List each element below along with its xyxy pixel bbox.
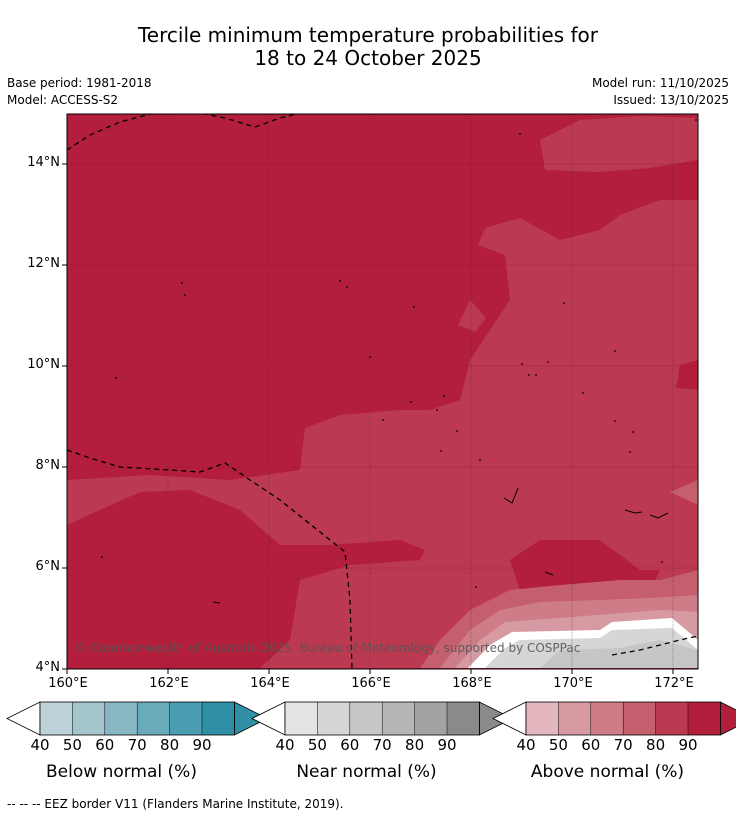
- lon-tick: 164°E: [250, 676, 290, 691]
- colorbar-swatch-below: [137, 702, 170, 735]
- colorbar-label-below: Below normal (%): [46, 762, 197, 782]
- colorbar-swatch-above: [688, 702, 721, 735]
- region-above-80-north: [540, 116, 698, 172]
- lon-tick: 170°E: [553, 676, 593, 691]
- lat-tick: 12°N: [27, 256, 60, 271]
- colorbar-label-above: Above normal (%): [530, 762, 685, 782]
- colorbar-tick-near: 60: [340, 736, 360, 754]
- copyright-notice: © Commonwealth of Australia 2025, Bureau…: [75, 641, 581, 655]
- colorbar-swatch-below: [72, 702, 105, 735]
- lat-tick: 10°N: [27, 357, 60, 372]
- colorbar-tick-below: 90: [192, 736, 212, 754]
- probability-map: [62, 113, 699, 674]
- region-above-80-blob: [458, 300, 486, 332]
- model-run: Model run: 11/10/2025: [591, 76, 729, 90]
- colorbar-swatch-below: [104, 702, 138, 735]
- issued-date: Issued: 13/10/2025: [613, 93, 729, 107]
- colorbar-swatch-above: [558, 702, 591, 735]
- colorbar-tick-near: 70: [372, 736, 392, 754]
- colorbar-tick-below: 50: [62, 736, 82, 754]
- colorbar-extend-high-above: [720, 701, 736, 736]
- colorbar-tick-above: 60: [581, 736, 601, 754]
- colorbar-extend-low-below: [6, 701, 41, 736]
- lat-tick: 4°N: [35, 660, 61, 675]
- colorbar-swatch-below: [202, 702, 235, 735]
- lat-tick: 6°N: [35, 559, 61, 574]
- colorbar-swatch-above: [655, 702, 688, 735]
- colorbar-swatch-below: [40, 702, 73, 735]
- eez-border-north: [67, 114, 299, 151]
- colorbar-tick-near: 40: [275, 736, 295, 754]
- lon-tick: 172°E: [654, 676, 694, 691]
- eez-border-west: [67, 449, 353, 669]
- colorbar-tick-below: 40: [30, 736, 50, 754]
- colorbar-tick-below: 70: [127, 736, 147, 754]
- colorbar-tick-near: 50: [307, 736, 327, 754]
- colorbar-tick-above: 70: [613, 736, 633, 754]
- colorbar-label-near: Near normal (%): [296, 762, 437, 782]
- colorbar-swatch-near: [382, 702, 415, 735]
- region-above-90-southwest: [67, 490, 425, 668]
- colorbar-swatch-near: [349, 702, 383, 735]
- colorbar-swatch-above: [526, 702, 559, 735]
- model-name: Model: ACCESS-S2: [7, 93, 119, 107]
- map-title-line1: Tercile minimum temperature probabilitie…: [137, 23, 599, 47]
- colorbar-tick-above: 80: [646, 736, 666, 754]
- colorbar-swatch-above: [590, 702, 624, 735]
- colorbar-swatch-below: [169, 702, 202, 735]
- colorbar-swatch-near: [447, 702, 480, 735]
- colorbar-tick-below: 80: [160, 736, 180, 754]
- base-period: Base period: 1981-2018: [7, 76, 152, 90]
- colorbar-extend-low-above: [492, 701, 527, 736]
- colorbar-legend: [6, 701, 736, 736]
- colorbar-tick-above: 90: [678, 736, 698, 754]
- lon-tick: 160°E: [48, 676, 88, 691]
- colorbar-swatch-near: [285, 702, 318, 735]
- region-above-70-east: [670, 480, 698, 505]
- lat-tick: 14°N: [27, 155, 60, 170]
- lon-tick: 162°E: [149, 676, 189, 691]
- colorbar-tick-above: 40: [516, 736, 536, 754]
- map-title-line2: 18 to 24 October 2025: [254, 46, 482, 70]
- colorbar-swatch-above: [623, 702, 656, 735]
- colorbar-tick-near: 80: [405, 736, 425, 754]
- colorbar-swatch-near: [414, 702, 447, 735]
- colorbar-tick-above: 50: [548, 736, 568, 754]
- eez-footnote: -- -- -- EEZ border V11 (Flanders Marine…: [7, 797, 344, 811]
- colorbar-extend-low-near: [251, 701, 286, 736]
- region-near-50: [540, 640, 698, 668]
- lon-tick: 166°E: [351, 676, 391, 691]
- lon-tick: 168°E: [452, 676, 492, 691]
- lat-tick: 8°N: [35, 458, 61, 473]
- colorbar-tick-near: 90: [437, 736, 457, 754]
- colorbar-swatch-near: [317, 702, 350, 735]
- eez-border-southeast: [611, 635, 698, 656]
- colorbar-tick-below: 60: [95, 736, 115, 754]
